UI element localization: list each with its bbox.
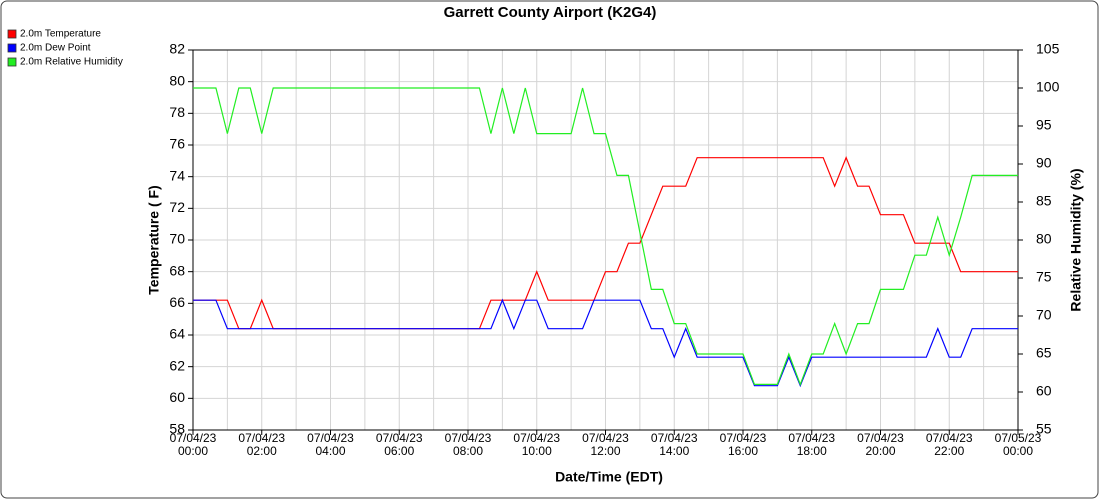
y-tick-label: 66 (169, 294, 185, 310)
series-line (193, 298, 1018, 388)
y2-tick-label: 85 (1036, 193, 1052, 209)
chart-title: Garrett County Airport (K2G4) (444, 4, 657, 21)
legend-label: 2.0m Relative Humidity (20, 57, 123, 68)
x-tick-label: 07/05/23 00:00 (994, 431, 1042, 458)
x-tick-label: 07/04/23 18:00 (788, 431, 836, 458)
x-tick-label: 07/04/23 10:00 (513, 431, 561, 458)
x-tick-label: 07/04/23 20:00 (857, 431, 904, 458)
y2-tick-label: 55 (1036, 421, 1052, 437)
x-tick-label: 07/04/23 00:00 (169, 431, 217, 458)
y2-tick-label: 65 (1036, 345, 1052, 361)
y-tick-label: 72 (169, 199, 185, 215)
x-tick-label: 07/04/23 06:00 (375, 431, 423, 458)
y-tick-label: 64 (169, 326, 185, 342)
y2-tick-label: 90 (1036, 155, 1052, 171)
x-tick-label: 07/04/23 04:00 (307, 431, 354, 458)
x-tick-label: 07/04/23 14:00 (650, 431, 698, 458)
y2-tick-label: 80 (1036, 231, 1052, 247)
y-tick-label: 58 (169, 421, 185, 437)
x-tick-label: 07/04/23 08:00 (444, 431, 492, 458)
legend-label: 2.0m Dew Point (20, 43, 91, 54)
legend-swatch (7, 57, 17, 67)
y-axis-label: Temperature ( F) (146, 185, 162, 294)
y-tick-label: 68 (169, 262, 185, 278)
y-tick-label: 82 (169, 41, 185, 57)
x-tick-label: 07/04/23 22:00 (925, 431, 973, 458)
legend-label: 2.0m Temperature (20, 29, 101, 40)
y2-axis-label: Relative Humidity (%) (1068, 168, 1084, 311)
x-tick-label: 07/04/23 02:00 (238, 431, 286, 458)
x-axis-label: Date/Time (EDT) (555, 469, 663, 485)
y-tick-label: 78 (169, 104, 185, 120)
y-tick-label: 74 (169, 167, 185, 183)
y2-tick-label: 70 (1036, 307, 1052, 323)
y2-tick-label: 95 (1036, 117, 1052, 133)
x-tick-label: 07/04/23 16:00 (719, 431, 767, 458)
legend-swatch (7, 29, 17, 39)
y2-tick-label: 75 (1036, 269, 1052, 285)
series-line (193, 87, 1018, 387)
x-tick-label: 07/04/23 12:00 (582, 431, 629, 458)
y-tick-label: 80 (169, 72, 185, 88)
y-tick-label: 76 (169, 136, 185, 152)
y-tick-label: 62 (169, 357, 185, 373)
y2-tick-label: 100 (1036, 79, 1060, 95)
y2-tick-label: 60 (1036, 383, 1052, 399)
y2-tick-label: 105 (1036, 41, 1060, 57)
y-tick-label: 70 (169, 231, 185, 247)
legend-swatch (7, 43, 17, 53)
y-tick-label: 60 (169, 389, 185, 405)
